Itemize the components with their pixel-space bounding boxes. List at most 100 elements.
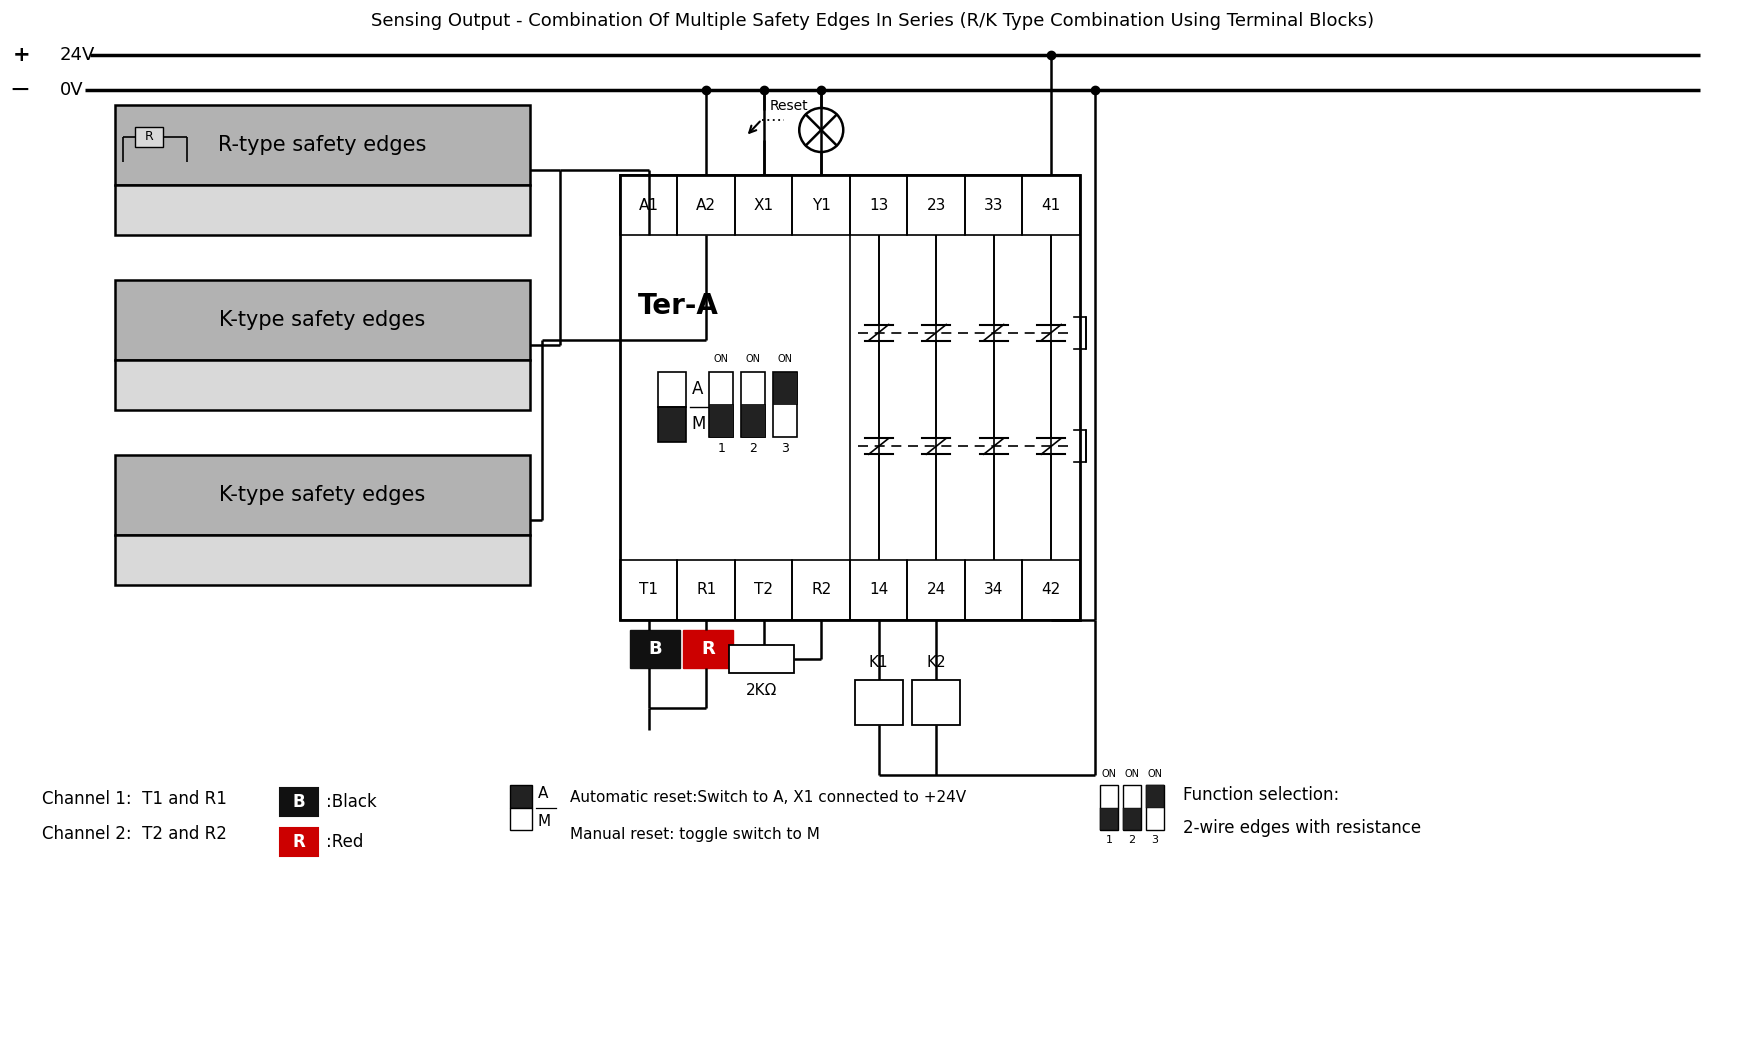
Bar [913,680,960,725]
Bar [1146,785,1164,808]
Text: 2: 2 [749,442,757,455]
Bar [1124,808,1141,830]
Bar [850,175,907,235]
Text: Function selection:: Function selection: [1183,786,1338,804]
Text: A: A [537,785,548,801]
Text: A1: A1 [639,197,660,213]
Text: 24V: 24V [59,46,96,64]
Text: 2: 2 [1129,835,1136,845]
Text: K2: K2 [927,655,946,670]
Bar [682,630,733,668]
Text: Automatic reset:Switch to A, X1 connected to +24V: Automatic reset:Switch to A, X1 connecte… [571,790,967,806]
Text: M: M [537,814,551,830]
Bar [619,175,1080,620]
Text: ON: ON [778,355,792,364]
Text: 14: 14 [869,583,888,597]
Text: Sensing Output - Combination Of Multiple Safety Edges In Series (R/K Type Combin: Sensing Output - Combination Of Multiple… [372,12,1373,30]
Text: K-type safety edges: K-type safety edges [220,310,426,330]
Text: 33: 33 [984,197,1003,213]
Text: 3: 3 [782,442,789,455]
Text: 2-wire edges with resistance: 2-wire edges with resistance [1183,819,1420,837]
Text: 2KΩ: 2KΩ [747,683,778,698]
Text: M: M [691,415,707,433]
Bar [677,560,735,620]
Bar [658,371,686,407]
Bar [1099,808,1119,830]
Text: A: A [691,380,703,398]
Bar [735,175,792,235]
Bar [792,175,850,235]
Text: 23: 23 [927,197,946,213]
Text: K-type safety edges: K-type safety edges [220,485,426,505]
Text: ON: ON [714,355,729,364]
Text: 42: 42 [1042,583,1061,597]
Bar [729,645,794,673]
Bar [1023,175,1080,235]
Text: −: − [9,78,30,102]
Bar [279,828,318,856]
Bar [965,175,1023,235]
Bar [279,788,318,816]
Text: 34: 34 [984,583,1003,597]
Text: R: R [145,131,154,143]
Bar [677,175,735,235]
Text: ON: ON [745,355,761,364]
Text: 41: 41 [1042,197,1061,213]
Bar [510,785,532,808]
Bar [742,371,764,437]
Text: Channel 2:  T2 and R2: Channel 2: T2 and R2 [42,825,227,843]
Text: T1: T1 [639,583,658,597]
Bar [850,560,907,620]
Bar [630,630,681,668]
Bar [619,560,677,620]
Text: T2: T2 [754,583,773,597]
Bar [855,680,902,725]
Bar [115,185,530,235]
Bar [115,455,530,535]
Text: ON: ON [1101,769,1117,779]
Bar [965,560,1023,620]
Text: Ter-A: Ter-A [639,292,719,320]
Text: R1: R1 [696,583,717,597]
Text: 3: 3 [1152,835,1159,845]
Bar [115,360,530,410]
Bar [1023,560,1080,620]
Text: :Red: :Red [326,833,363,851]
Bar [1124,785,1141,830]
Text: 1: 1 [717,442,726,455]
Bar [735,560,792,620]
Text: Reset: Reset [770,100,808,113]
Bar [773,371,797,404]
Text: 0V: 0V [59,81,84,99]
Text: Y1: Y1 [811,197,831,213]
Text: 1: 1 [1106,835,1113,845]
Text: Manual reset: toggle switch to M: Manual reset: toggle switch to M [571,828,820,842]
Text: ON: ON [1124,769,1139,779]
Bar [708,371,733,437]
Text: 24: 24 [927,583,946,597]
Text: Channel 1:  T1 and R1: Channel 1: T1 and R1 [42,790,227,808]
Text: :Black: :Black [326,793,377,811]
Text: R: R [293,833,305,851]
Bar [742,404,764,437]
Bar [115,535,530,585]
Text: R2: R2 [811,583,831,597]
Bar [792,560,850,620]
Bar [907,175,965,235]
Bar [510,808,532,830]
Bar [1099,785,1119,830]
Bar [708,404,733,437]
Bar [1146,785,1164,830]
Text: K1: K1 [869,655,888,670]
Text: B: B [293,793,305,811]
Bar [907,560,965,620]
Text: +: + [12,45,30,65]
Bar [658,407,686,442]
Bar [115,105,530,185]
Text: R: R [701,640,715,658]
Bar [134,127,162,147]
Text: R-type safety edges: R-type safety edges [218,135,428,155]
Text: A2: A2 [696,197,715,213]
Bar [115,280,530,360]
Text: X1: X1 [754,197,773,213]
